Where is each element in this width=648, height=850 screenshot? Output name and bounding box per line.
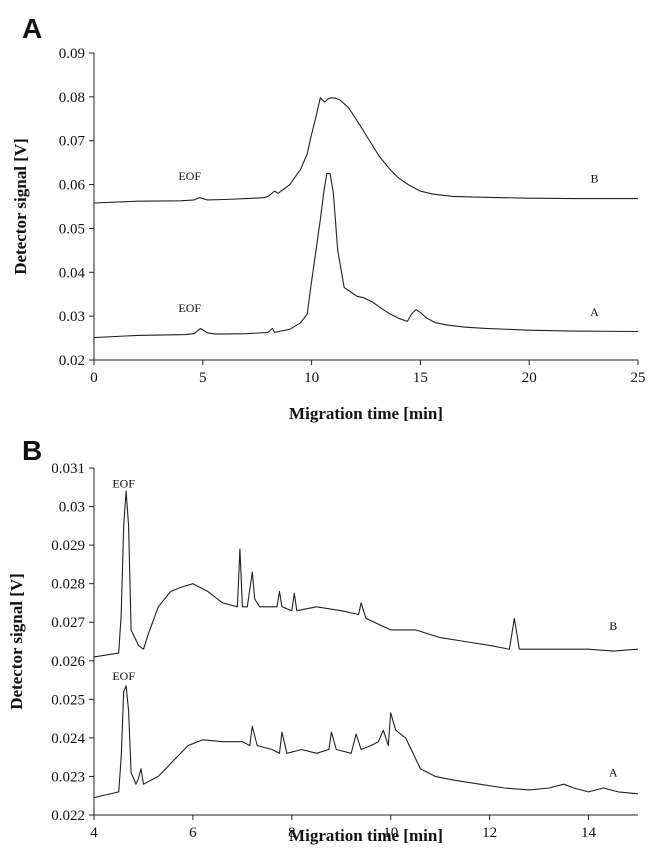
- y-axis-title: Detector signal [V]: [7, 573, 26, 710]
- x-tick-label: 20: [522, 370, 537, 386]
- y-tick-label: 0.09: [59, 46, 85, 62]
- y-tick-label: 0.03: [59, 500, 85, 516]
- y-tick-label: 0.07: [59, 134, 86, 150]
- x-tick-label: 12: [482, 825, 497, 841]
- series-label-a: A: [590, 305, 599, 319]
- x-tick-label: 10: [304, 370, 319, 386]
- y-tick-label: 0.026: [51, 654, 85, 670]
- y-tick-label: 0.028: [51, 577, 85, 593]
- x-tick-label: 6: [189, 825, 197, 841]
- x-tick-label: 5: [199, 370, 207, 386]
- series-label-b: B: [609, 619, 617, 633]
- y-tick-label: 0.024: [51, 731, 85, 747]
- x-tick-label: 14: [581, 825, 597, 841]
- y-axis-title: Detector signal [V]: [11, 138, 30, 275]
- series-line-a: [93, 685, 639, 799]
- x-axis-title: Migration time [min]: [289, 826, 443, 845]
- y-tick-label: 0.022: [51, 808, 85, 824]
- eof-annotation: EOF: [112, 669, 135, 683]
- y-tick-label: 0.02: [59, 353, 85, 369]
- x-tick-label: 10: [383, 825, 398, 841]
- chart-panel-a: A 0.02 0.03 0.04 0.05 0.06 0.07 0.08 0.09 0 5 10 15 2…: [11, 13, 646, 423]
- y-tick-label: 0.027: [51, 615, 85, 631]
- y-tick-label: 0.029: [51, 538, 85, 554]
- y-tick-label: 0.04: [59, 265, 86, 281]
- x-tick-label: 15: [413, 370, 428, 386]
- series-label-a: A: [609, 765, 618, 779]
- y-tick-label: 0.06: [59, 178, 86, 194]
- x-axis-title: Migration time [min]: [289, 404, 443, 423]
- y-tick-label: 0.08: [59, 90, 85, 106]
- y-tick-label: 0.03: [59, 309, 85, 325]
- y-tick-label: 0.025: [51, 692, 85, 708]
- series-line-b: [93, 490, 639, 658]
- panel-label: B: [22, 435, 42, 466]
- eof-annotation: EOF: [178, 301, 201, 315]
- y-tick-label: 0.05: [59, 221, 85, 237]
- panel-label: A: [22, 13, 42, 44]
- x-tick-label: 8: [288, 825, 296, 841]
- series-line-b: [93, 97, 638, 204]
- chart-panel-b: B 0.022 0.023 0.024 0.025 0.026 0.027 0.028 0.02…: [7, 435, 639, 845]
- eof-annotation: EOF: [178, 169, 201, 183]
- y-tick-label: 0.031: [51, 461, 85, 477]
- x-tick-label: 4: [90, 825, 98, 841]
- series-line-a: [93, 173, 639, 339]
- eof-annotation: EOF: [112, 476, 135, 490]
- x-tick-label: 0: [90, 370, 98, 386]
- series-label-b: B: [590, 171, 598, 185]
- x-tick-label: 25: [631, 370, 646, 386]
- y-tick-label: 0.023: [51, 769, 85, 785]
